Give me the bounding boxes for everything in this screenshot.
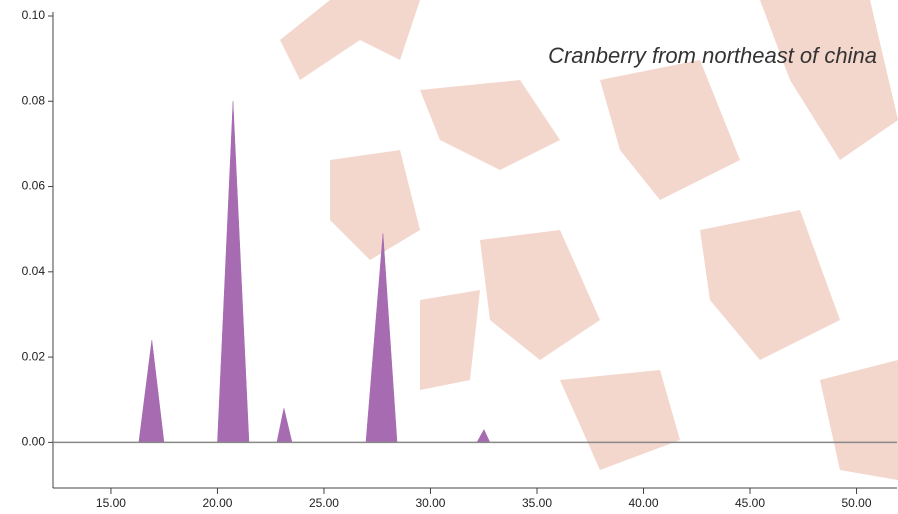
chart: Cranberry from northeast of china 0.00 0.… bbox=[0, 0, 898, 514]
y-tick-label: 0.06 bbox=[22, 179, 46, 193]
x-tick-label: 25.00 bbox=[309, 496, 339, 510]
peak-area bbox=[139, 101, 490, 442]
x-tick-label: 20.00 bbox=[202, 496, 232, 510]
x-tick-label: 45.00 bbox=[735, 496, 765, 510]
chart-title: Cranberry from northeast of china bbox=[548, 43, 877, 68]
y-tick-label: 0.10 bbox=[22, 8, 46, 22]
x-tick-label: 50.00 bbox=[842, 496, 872, 510]
x-tick-label: 30.00 bbox=[415, 496, 445, 510]
x-tick-label: 35.00 bbox=[522, 496, 552, 510]
y-tick-label: 0.08 bbox=[22, 93, 46, 107]
y-tick-label: 0.02 bbox=[22, 349, 46, 363]
y-tick-label: 0.04 bbox=[22, 264, 46, 278]
x-tick-label: 40.00 bbox=[628, 496, 658, 510]
y-tick-label: 0.00 bbox=[22, 435, 46, 449]
x-tick-label: 15.00 bbox=[96, 496, 126, 510]
